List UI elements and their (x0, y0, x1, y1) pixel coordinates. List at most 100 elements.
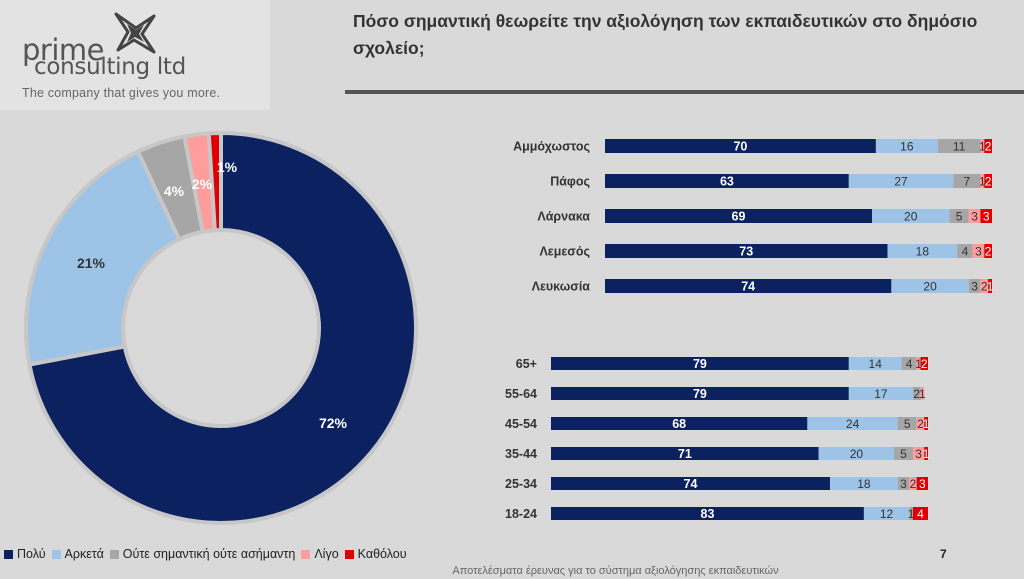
bar-segment (829, 477, 898, 490)
category-label: 18-24 (505, 507, 537, 521)
bar-value-label: 74 (684, 477, 698, 491)
category-label: 55-64 (505, 387, 537, 401)
bar-value-label: 70 (733, 140, 747, 154)
bar-segment (988, 279, 992, 293)
bar-value-label: 1 (908, 507, 915, 521)
company-logo: prime consulting ltd The company that gi… (0, 0, 270, 110)
bar-segment (901, 357, 917, 370)
category-label: 25-34 (505, 477, 537, 491)
bar-segment (848, 174, 954, 188)
bar-value-label: 7 (964, 175, 971, 189)
bar-value-label: 20 (850, 447, 864, 461)
bar-segment (980, 279, 989, 293)
bar-value-label: 16 (900, 140, 914, 154)
legend-label: Ούτε σημαντική ούτε ασήμαντη (122, 547, 296, 561)
bar-segment (912, 387, 921, 400)
bar-value-label: 1 (979, 140, 986, 154)
legend-item: Αρκετά (51, 547, 104, 561)
bar-segment (891, 279, 969, 293)
bar-segment (605, 209, 873, 223)
legend-item: Ούτε σημαντική ούτε ασήμαντη (109, 547, 296, 561)
bar-segment (984, 174, 992, 188)
bar-segment (605, 244, 888, 258)
category-label: 45-54 (505, 417, 537, 431)
bar-value-label: 2 (913, 387, 920, 401)
bar-value-label: 3 (983, 210, 990, 224)
bar-segment (924, 417, 928, 430)
bar-value-label: 20 (904, 210, 918, 224)
bar-segment (848, 357, 902, 370)
legend-item: Πολύ (4, 547, 46, 561)
page-title: Πόσο σημαντική θεωρείτε την αξιολόγηση τ… (353, 11, 978, 58)
category-label: 35-44 (505, 447, 537, 461)
logo-star-icon (114, 12, 156, 54)
donut-label-2: 21% (77, 255, 106, 271)
bar-segment (980, 174, 985, 188)
bar-value-label: 3 (915, 447, 922, 461)
bar-value-label: 74 (741, 280, 755, 294)
bar-value-label: 17 (874, 387, 888, 401)
donut-slice-1 (27, 130, 418, 525)
bar-segment (897, 477, 910, 490)
bar-segment (872, 209, 950, 223)
bar-segment (551, 477, 830, 490)
bar-value-label: 63 (720, 175, 734, 189)
bar-segment (912, 507, 928, 520)
logo-text-consulting: consulting ltd (34, 54, 186, 80)
bar-segment (924, 447, 928, 460)
legend-swatch (344, 549, 354, 559)
bar-value-label: 4 (917, 507, 924, 521)
category-label: Λάρνακα (537, 210, 590, 224)
bar-value-label: 5 (956, 210, 963, 224)
bar-segment (980, 209, 992, 223)
bar-segment (920, 357, 928, 370)
bar-value-label: 2 (985, 140, 992, 154)
legend-label: Λίγο (314, 547, 339, 561)
bar-segment (949, 209, 969, 223)
bar-segment (909, 477, 917, 490)
donut-slice-5 (206, 130, 223, 233)
bar-value-label: 73 (739, 245, 753, 259)
legend-label: Αρκετά (64, 547, 104, 561)
bar-segment (551, 417, 808, 430)
bar-value-label: 79 (693, 357, 707, 371)
bar-segment (551, 447, 819, 460)
category-label: Λεμεσός (539, 245, 590, 259)
bar-value-label: 68 (672, 417, 686, 431)
bar-segment (916, 357, 921, 370)
bar-segment (551, 387, 849, 400)
bar-value-label: 1 (919, 387, 926, 401)
bar-segment (863, 507, 910, 520)
donut-label-3: 4% (164, 183, 185, 199)
bar-value-label: 24 (846, 417, 860, 431)
bar-value-label: 12 (880, 507, 894, 521)
bar-value-label: 18 (916, 245, 930, 259)
bar-value-label: 2 (985, 245, 992, 259)
bar-segment (972, 244, 985, 258)
category-label: Πάφος (550, 175, 590, 189)
bar-value-label: 4 (962, 245, 969, 259)
donut-label-5: 1% (217, 159, 238, 175)
footer-caption: Αποτελέσματα έρευνας για το σύστημα αξιο… (0, 565, 1024, 577)
bar-segment (894, 447, 913, 460)
bar-segment (909, 507, 913, 520)
legend-label: Καθόλου (357, 547, 407, 561)
bar-segment (605, 279, 892, 293)
title-divider (345, 90, 1024, 94)
bar-value-label: 69 (732, 210, 746, 224)
donut-chart: 72% 21% 4% 2%1% (24, 130, 418, 525)
bar-value-label: 79 (693, 387, 707, 401)
bar-value-label: 3 (971, 210, 978, 224)
bar-segment (807, 417, 898, 430)
legend-swatch (301, 549, 311, 559)
bar-segment (984, 139, 992, 153)
bar-value-label: 2 (910, 477, 917, 491)
bar-segment (887, 244, 958, 258)
bar-value-label: 3 (900, 477, 907, 491)
bar-value-label: 11 (953, 140, 966, 154)
donut-label-4: 2% (192, 176, 213, 192)
bar-value-label: 5 (904, 417, 911, 431)
